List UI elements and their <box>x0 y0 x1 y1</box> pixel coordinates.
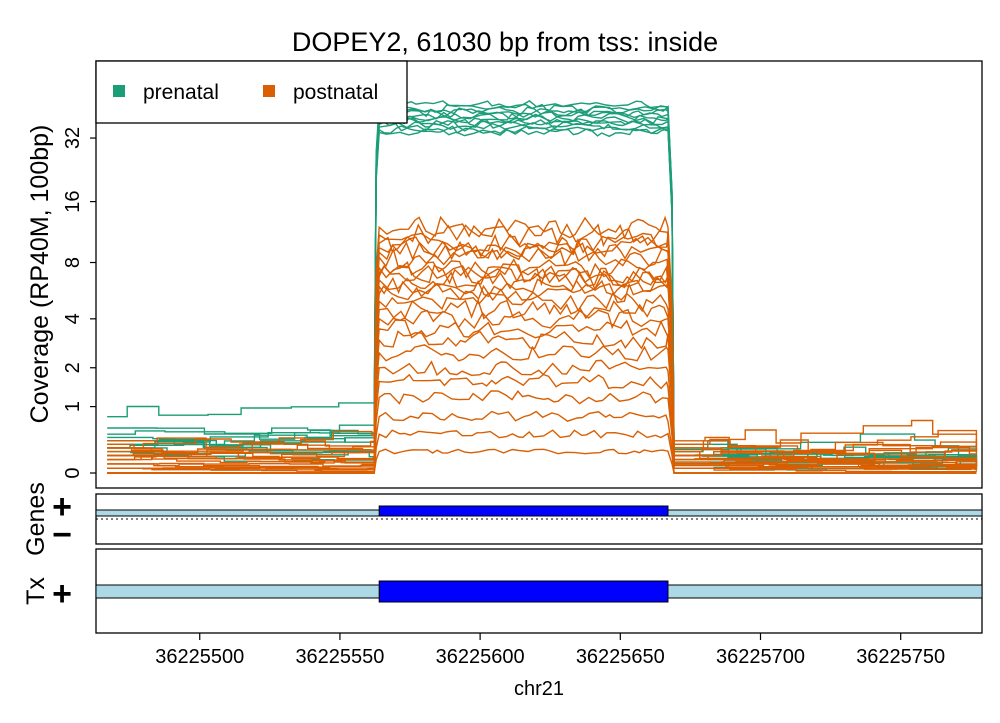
series-line-postnatal-32 <box>107 448 977 474</box>
tx-track-label: Tx <box>22 577 50 605</box>
x-tick-label: 36225550 <box>295 646 384 668</box>
y-tick-label: 8 <box>62 257 84 268</box>
series-line-postnatal-12 <box>107 223 978 460</box>
legend-label-prenatal: prenatal <box>143 81 219 104</box>
series-line-postnatal-33 <box>107 215 978 467</box>
series-line-prenatal-11 <box>107 127 978 463</box>
x-axis: 36225500 36225550 36225600 36225650 36225700… <box>155 633 945 668</box>
legend-swatch-prenatal <box>113 85 125 97</box>
legend-label-postnatal: postnatal <box>293 81 378 104</box>
coverage-series <box>107 100 978 474</box>
series-line-postnatal-19 <box>107 276 978 468</box>
series-line-postnatal-13 <box>107 232 978 464</box>
x-tick-label: 36225650 <box>576 646 665 668</box>
series-line-prenatal-1 <box>107 108 978 466</box>
legend-box <box>95 60 408 124</box>
x-tick-label: 36225750 <box>856 646 945 668</box>
genes-track: + − Genes <box>22 482 983 556</box>
legend: prenatal postnatal <box>95 60 408 124</box>
series-line-postnatal-27 <box>107 359 978 471</box>
x-tick-label: 36225500 <box>155 646 244 668</box>
y-axis: 0 1 2 4 8 16 32 <box>62 127 96 479</box>
series-line-postnatal-15 <box>107 246 978 457</box>
series-line-prenatal-6 <box>107 110 978 463</box>
genes-track-label: Genes <box>22 482 50 556</box>
tx-track: + Tx <box>22 548 983 634</box>
y-tick-label: 16 <box>62 190 84 212</box>
coverage-panel: 0 1 2 4 8 16 32 Coverage (RP40M, 100bp) prenat… <box>26 60 983 489</box>
x-tick-label: 36225700 <box>716 646 805 668</box>
y-tick-label: 32 <box>62 127 84 149</box>
series-line-prenatal-2 <box>107 103 978 465</box>
tx-plus-strand: + <box>52 575 72 613</box>
series-line-postnatal-29 <box>107 390 978 471</box>
legend-swatch-postnatal <box>263 85 275 97</box>
series-line-postnatal-31 <box>107 429 977 474</box>
x-tick-label: 36225600 <box>436 646 525 668</box>
gene-exon <box>378 505 669 517</box>
genes-minus-strand: − <box>52 516 72 554</box>
series-line-postnatal-35 <box>107 264 978 466</box>
y-tick-label: 0 <box>62 467 84 478</box>
genes-track-frame <box>95 493 983 545</box>
series-line-prenatal-0 <box>107 100 978 460</box>
plot-frame <box>95 60 983 489</box>
series-line-postnatal-16 <box>107 258 978 460</box>
series-line-postnatal-28 <box>107 373 977 474</box>
series-line-postnatal-30 <box>107 410 977 474</box>
series-line-prenatal-4 <box>107 117 978 461</box>
x-axis-label: chr21 <box>514 678 564 700</box>
y-tick-label: 4 <box>62 313 84 324</box>
transcript-exon <box>378 580 669 603</box>
y-tick-label: 1 <box>62 401 84 412</box>
series-line-prenatal-7 <box>107 125 978 471</box>
series-line-postnatal-14 <box>107 240 978 459</box>
y-tick-label: 2 <box>62 362 84 373</box>
chart-title: DOPEY2, 61030 bp from tss: inside <box>292 27 718 57</box>
series-line-postnatal-26 <box>107 344 978 474</box>
series-line-postnatal-21 <box>107 291 978 467</box>
genes-plus-strand: + <box>52 488 72 526</box>
series-line-prenatal-3 <box>107 112 978 466</box>
series-line-postnatal-34 <box>107 236 978 458</box>
y-axis-label: Coverage (RP40M, 100bp) <box>26 125 54 424</box>
